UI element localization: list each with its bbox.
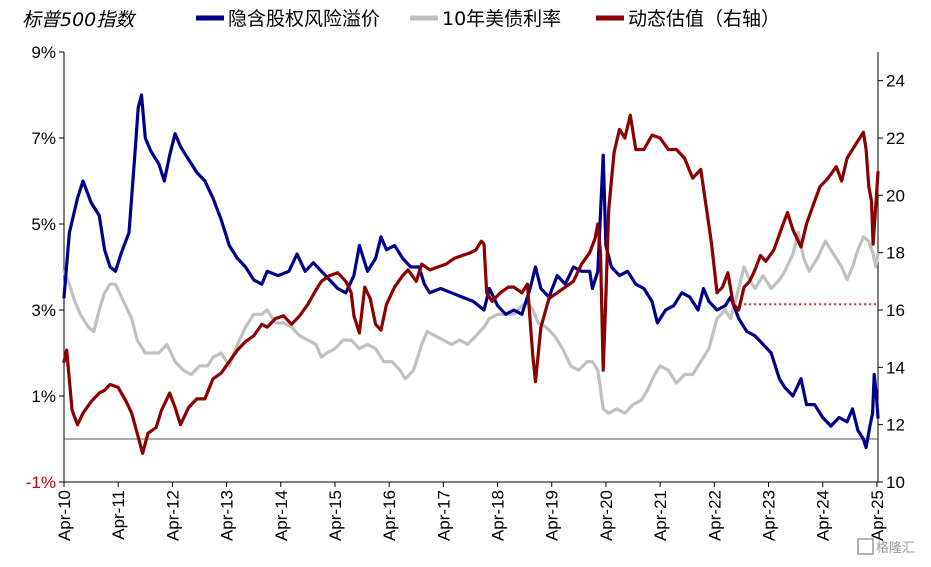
- x-tick-label: Apr-11: [109, 490, 128, 540]
- left-tick-label: 5%: [31, 215, 56, 234]
- right-tick-label: 20: [886, 186, 905, 205]
- x-tick-label: Apr-21: [651, 490, 670, 541]
- x-tick-label: Apr-17: [434, 490, 453, 541]
- right-tick-label: 18: [886, 244, 905, 263]
- x-tick-label: Apr-16: [380, 490, 399, 541]
- series-line-10y-yield: [62, 231, 880, 415]
- left-tick-label: -1%: [26, 473, 56, 492]
- x-tick-label: Apr-15: [326, 490, 345, 541]
- x-tick-label: Apr-12: [163, 490, 182, 541]
- x-tick-label: Apr-14: [272, 490, 291, 541]
- series-line-forward-pe: [62, 113, 880, 455]
- x-tick-label: Apr-13: [218, 490, 237, 541]
- legend: 隐含股权风险溢价 10年美债利率 动态估值（右轴）: [196, 8, 780, 30]
- right-tick-label: 22: [886, 129, 905, 148]
- x-tick-label: Apr-23: [760, 490, 779, 541]
- legend-label-pe: 动态估值（右轴）: [628, 8, 780, 30]
- right-tick-label: 16: [886, 301, 905, 320]
- right-axis-ticks: 10 12 14 16 18 20 22 24: [878, 72, 905, 492]
- right-tick-label: 24: [886, 72, 905, 91]
- watermark-logo-icon: [857, 538, 874, 555]
- x-tick-label: Apr-22: [705, 490, 724, 541]
- legend-label-yield: 10年美债利率: [442, 8, 561, 30]
- x-tick-label: Apr-19: [543, 490, 562, 541]
- reference-lines: [64, 303, 878, 440]
- right-tick-label: 10: [886, 473, 905, 492]
- watermark-text: 格隆汇: [876, 540, 915, 556]
- left-axis-ticks: -1% 1% 3% 5% 7% 9%: [26, 43, 64, 492]
- left-tick-label: 9%: [31, 43, 56, 62]
- watermark: 格隆汇: [857, 538, 915, 556]
- right-tick-label: 12: [886, 416, 905, 435]
- right-tick-label: 14: [886, 358, 905, 377]
- left-tick-label: 1%: [31, 387, 56, 406]
- legend-label-erp: 隐含股权风险溢价: [228, 8, 380, 30]
- x-tick-label: Apr-25: [868, 490, 887, 541]
- x-axis-ticks: Apr-10 Apr-11 Apr-12 Apr-13 Apr-14 Apr-15 Apr-…: [55, 482, 887, 541]
- x-tick-label: Apr-24: [814, 490, 833, 541]
- x-tick-label: Apr-18: [489, 490, 508, 541]
- left-tick-label: 3%: [31, 301, 56, 320]
- left-tick-label: 7%: [31, 129, 56, 148]
- x-tick-label: Apr-20: [597, 490, 616, 541]
- series-lines: [62, 93, 880, 455]
- x-tick-label: Apr-10: [55, 490, 74, 541]
- series-line-equity-risk-premium: [62, 93, 880, 450]
- chart-title: 标普500指数: [22, 9, 137, 31]
